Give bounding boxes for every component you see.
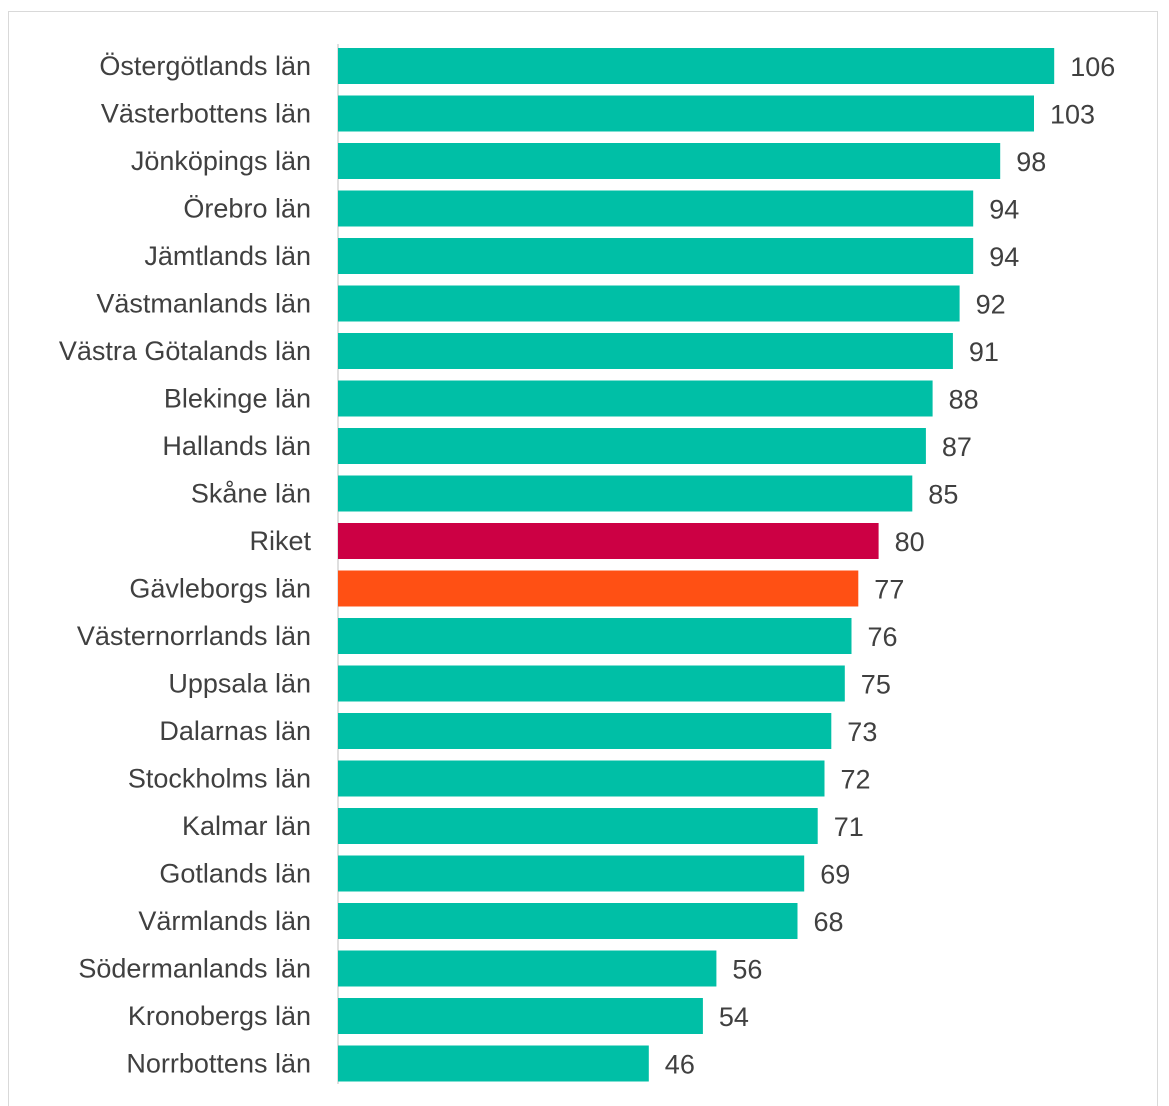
category-label: Gävleborgs län: [129, 574, 311, 604]
category-label: Dalarnas län: [159, 716, 311, 746]
category-label: Örebro län: [183, 194, 311, 224]
data-label: 88: [949, 385, 979, 415]
data-label: 69: [820, 860, 850, 890]
bar-10: [338, 475, 913, 512]
data-label: 77: [874, 575, 904, 605]
category-label: Blekinge län: [164, 384, 311, 414]
data-label: 73: [847, 717, 877, 747]
bars-layer: [338, 48, 1055, 1082]
category-label: Östergötlands län: [99, 51, 311, 81]
bar-15: [338, 713, 832, 749]
category-label: Jämtlands län: [144, 241, 311, 271]
data-label: 56: [732, 955, 762, 985]
bar-21: [338, 998, 703, 1034]
data-label: 91: [969, 337, 999, 367]
category-label: Kronobergs län: [128, 1001, 311, 1031]
data-label: 94: [989, 195, 1019, 225]
bar-20: [338, 950, 717, 987]
category-label: Skåne län: [191, 479, 311, 509]
category-label: Västerbottens län: [101, 99, 311, 129]
category-label: Gotlands län: [159, 859, 311, 889]
data-label: 103: [1050, 100, 1095, 130]
category-label: Västernorrlands län: [77, 621, 311, 651]
data-label: 98: [1016, 147, 1046, 177]
category-labels: Östergötlands län Västerbottens län Jönköp…: [59, 51, 312, 1079]
category-label: Riket: [249, 526, 311, 556]
data-label: 76: [868, 622, 898, 652]
bar-11: [338, 523, 879, 559]
category-label: Jönköpings län: [131, 146, 311, 176]
bar-4: [338, 190, 974, 227]
category-label: Uppsala län: [168, 669, 311, 699]
data-label: 94: [989, 242, 1019, 272]
bar-12: [338, 570, 859, 607]
bar-7: [338, 333, 953, 369]
data-label: 46: [665, 1050, 695, 1080]
bar-5: [338, 238, 974, 274]
data-label: 85: [928, 480, 958, 510]
data-label: 54: [719, 1002, 749, 1032]
bar-14: [338, 665, 845, 702]
data-label: 72: [841, 765, 871, 795]
category-label: Västmanlands län: [96, 289, 311, 319]
bar-6: [338, 285, 960, 322]
data-label: 68: [814, 907, 844, 937]
category-label: Värmlands län: [138, 906, 311, 936]
category-label: Stockholms län: [128, 764, 311, 794]
category-label: Södermanlands län: [78, 954, 311, 984]
bar-17: [338, 808, 818, 844]
bar-3: [338, 143, 1001, 179]
data-label: 92: [976, 290, 1006, 320]
data-label: 106: [1070, 52, 1115, 82]
bar-13: [338, 618, 852, 654]
bar-22: [338, 1045, 649, 1082]
category-label: Kalmar län: [182, 811, 311, 841]
data-label: 71: [834, 812, 864, 842]
bar-18: [338, 855, 805, 892]
bar-9: [338, 428, 926, 464]
bar-19: [338, 903, 798, 939]
category-label: Västra Götalands län: [59, 336, 311, 366]
bar-16: [338, 760, 825, 797]
bar-8: [338, 380, 933, 417]
category-label: Hallands län: [162, 431, 311, 461]
data-label: 75: [861, 670, 891, 700]
bar-2: [338, 95, 1034, 132]
category-label: Norrbottens län: [126, 1049, 311, 1079]
data-label: 80: [895, 527, 925, 557]
data-label: 87: [942, 432, 972, 462]
bar-1: [338, 48, 1055, 84]
